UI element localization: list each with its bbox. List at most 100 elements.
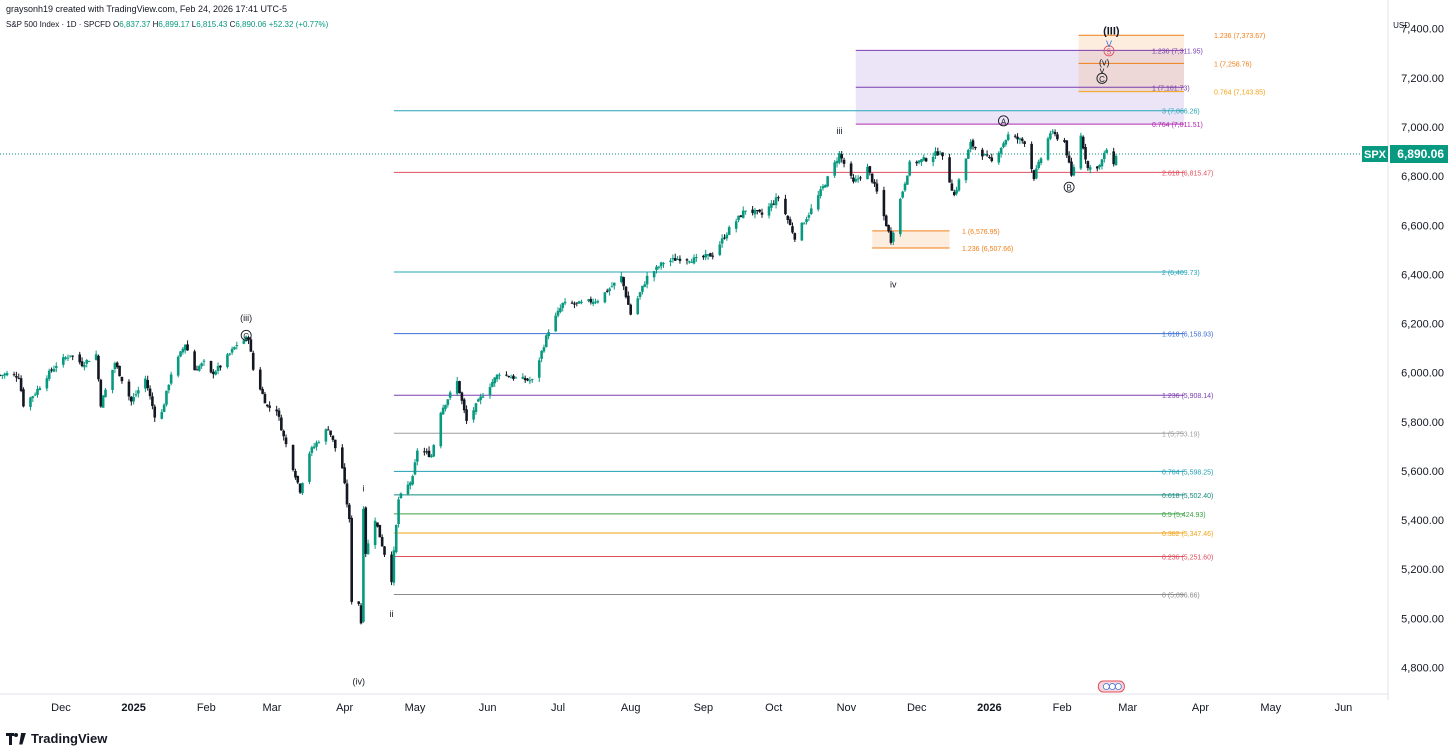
candle-body [430, 455, 433, 458]
candle-body [744, 210, 747, 212]
candle-body [71, 355, 74, 357]
ohlc-value-o: 6,837.37 [119, 20, 151, 29]
candle-body [671, 258, 675, 260]
tradingview-logo[interactable]: TradingView [6, 731, 107, 746]
x-tick-label: Mar [1118, 702, 1137, 714]
candle-body [284, 437, 288, 445]
x-tick-label: Apr [336, 702, 353, 714]
candle-body [258, 369, 262, 390]
x-tick-label: May [405, 702, 426, 714]
candle-body [99, 379, 103, 407]
time-axis: Dec 2025 Feb Mar Apr May Jun Jul Aug Sep Oct Nov Dec… [0, 693, 1388, 714]
candle-body [659, 262, 663, 267]
candle-body [505, 374, 508, 376]
candle-body [816, 195, 820, 210]
wave-label: B [1066, 184, 1071, 193]
fib-level-label: 1.618 (6,158.93) [1162, 332, 1213, 339]
candle-body [725, 234, 729, 239]
y-tick-label: 7,200.00 [1401, 73, 1444, 85]
candle-body [364, 507, 368, 554]
candle-body [134, 394, 138, 396]
y-tick-label: 4,800.00 [1401, 662, 1444, 674]
candle-body [753, 209, 757, 215]
candle-body [373, 520, 377, 546]
candle-body [474, 403, 478, 412]
candle-body [280, 417, 283, 431]
candle-body [54, 366, 58, 368]
wave-label: (iv) [352, 676, 365, 686]
fib-zone [872, 230, 950, 248]
candle-body [1100, 159, 1104, 167]
candle-body [17, 377, 21, 379]
candle-body [160, 412, 164, 419]
candle-body [247, 337, 250, 340]
candle-body [838, 153, 841, 163]
candle-body [950, 183, 954, 191]
wave-label: iii [836, 126, 842, 136]
candle-body [952, 191, 956, 196]
price-tag-symbol: SPX [1364, 149, 1387, 161]
candle-body [922, 157, 926, 161]
candle-body [800, 222, 804, 241]
candle-body [268, 405, 271, 408]
candle-body [29, 397, 32, 407]
candle-body [1049, 133, 1052, 139]
candle-body [622, 277, 625, 287]
wave-label: C [243, 332, 249, 341]
candle-body [38, 388, 42, 390]
candle-body [228, 353, 232, 355]
ohlc-key-h: H [150, 20, 159, 29]
candle-body [1072, 167, 1076, 176]
candle-body [638, 292, 642, 297]
candle-body [380, 537, 384, 547]
y-tick-label: 6,400.00 [1401, 269, 1444, 281]
candle-body [983, 153, 987, 156]
candle-body [1114, 155, 1118, 166]
candles [0, 129, 1118, 625]
candle-body [476, 399, 480, 402]
candle-body [723, 237, 726, 239]
y-tick-label: 5,400.00 [1401, 515, 1444, 527]
candle-body [676, 258, 679, 260]
y-tick-label: 6,200.00 [1401, 319, 1444, 331]
candle-body [1051, 131, 1055, 133]
candle-body [751, 209, 754, 213]
wave-label: iv [890, 280, 897, 290]
fib-level-label: 0.764 (7,143.85) [1214, 90, 1265, 97]
candle-body [498, 374, 501, 376]
candle-body [1046, 138, 1050, 160]
candle-body [219, 365, 222, 368]
candle-body [120, 376, 124, 382]
candle-body [627, 295, 630, 305]
candle-body [97, 355, 100, 380]
candle-body [392, 550, 396, 583]
candle-body [821, 186, 825, 189]
candle-body [129, 396, 133, 402]
candle-body [214, 371, 218, 375]
candle-body [350, 518, 353, 602]
wave-label-circle [240, 329, 252, 341]
candle-body [842, 159, 846, 164]
candle-body [1070, 161, 1073, 176]
candle-body [988, 156, 991, 158]
candle-body [1020, 138, 1024, 141]
candle-body [132, 396, 135, 402]
candle-body [964, 158, 968, 181]
candle-body [605, 290, 609, 292]
candle-body [807, 215, 811, 218]
candle-body [1081, 136, 1085, 149]
candle-body [409, 482, 412, 486]
candle-body [195, 369, 199, 371]
candle-body [823, 185, 827, 188]
candle-body [183, 344, 187, 351]
candle-body [111, 369, 114, 390]
candle-body [652, 271, 656, 278]
candle-body [399, 493, 403, 499]
candle-body [784, 198, 787, 215]
candle-body [341, 447, 344, 469]
price-tag-symbol-bg [1362, 146, 1388, 163]
candle-body [465, 409, 468, 421]
candle-body [706, 254, 710, 256]
x-tick-label: Jun [479, 702, 497, 714]
